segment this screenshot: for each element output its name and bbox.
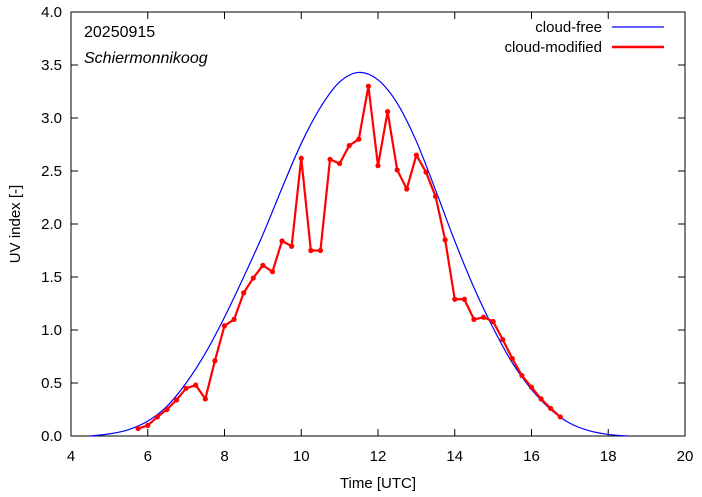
- data-point-cloud-modified: [423, 169, 429, 175]
- x-axis-title: Time [UTC]: [340, 475, 416, 492]
- y-tick-label: 2.5: [41, 163, 62, 180]
- data-point-cloud-modified: [471, 316, 477, 322]
- x-tick-label: 18: [600, 448, 617, 465]
- data-point-cloud-modified: [260, 262, 266, 268]
- date-annotation: 20250915: [84, 24, 155, 41]
- series-layer: [90, 71, 628, 437]
- data-point-cloud-modified: [317, 247, 324, 254]
- data-point-cloud-modified: [135, 425, 141, 432]
- x-tick-label: 16: [523, 448, 540, 465]
- data-point-cloud-modified: [461, 296, 467, 302]
- series-line-cloud-free: [90, 71, 628, 437]
- data-point-cloud-modified: [490, 318, 496, 325]
- data-point-cloud-modified: [519, 372, 525, 379]
- data-point-cloud-modified: [538, 396, 544, 402]
- data-point-cloud-modified: [173, 397, 180, 403]
- y-tick-label: 3.5: [41, 57, 62, 74]
- data-point-cloud-modified: [337, 160, 343, 167]
- x-tick-label: 12: [370, 448, 387, 465]
- data-point-cloud-modified: [375, 163, 381, 169]
- data-point-cloud-modified: [193, 382, 199, 388]
- data-point-cloud-modified: [308, 247, 314, 254]
- plot-layer: [70, 11, 686, 437]
- x-tick-label: 8: [220, 448, 228, 465]
- data-point-cloud-modified: [509, 356, 515, 362]
- x-tick-label: 10: [293, 448, 310, 465]
- data-point-cloud-modified: [356, 136, 362, 142]
- data-point-cloud-modified: [183, 385, 189, 391]
- data-point-cloud-modified: [452, 296, 458, 302]
- x-tick-label: 6: [144, 448, 152, 465]
- data-point-cloud-modified: [432, 193, 439, 200]
- data-point-cloud-modified: [221, 323, 228, 329]
- data-point-cloud-modified: [231, 316, 237, 322]
- x-tick-label: 20: [677, 448, 694, 465]
- data-point-cloud-modified: [442, 237, 448, 243]
- data-point-cloud-modified: [202, 396, 208, 402]
- x-tick-label: 14: [446, 448, 463, 465]
- y-axis-title: UV index [-]: [7, 185, 24, 263]
- data-point-cloud-modified: [241, 290, 247, 296]
- y-tick-label: 2.0: [41, 216, 62, 233]
- data-point-cloud-modified: [164, 406, 170, 413]
- x-tick-label: 4: [67, 448, 75, 465]
- data-point-cloud-modified: [327, 156, 333, 162]
- data-point-cloud-modified: [298, 155, 304, 161]
- location-annotation: Schiermonnikoog: [84, 50, 208, 67]
- data-point-cloud-modified: [528, 384, 535, 390]
- data-point-cloud-modified: [250, 275, 256, 281]
- data-point-cloud-modified: [548, 405, 554, 412]
- data-point-cloud-modified: [404, 186, 410, 192]
- y-tick-label: 0.5: [41, 375, 62, 392]
- legend-label-cloud-modified: cloud-modified: [504, 39, 602, 56]
- y-tick-label: 0.0: [41, 428, 62, 445]
- legend-label-cloud-free: cloud-free: [535, 19, 602, 36]
- data-point-cloud-modified: [289, 243, 295, 249]
- data-point-cloud-modified: [269, 269, 276, 275]
- plot-frame: [70, 11, 686, 437]
- data-point-cloud-modified: [394, 167, 400, 173]
- data-point-cloud-modified: [346, 142, 352, 149]
- y-tick-label: 4.0: [41, 4, 62, 21]
- y-tick-label: 1.5: [41, 269, 62, 286]
- axis-ticks: 4 6 8 10 12 14 16 18 20 0.0 0.5 1.0 1.5 2.0 2.5 3.0 3.5 4…: [41, 4, 693, 465]
- data-point-cloud-modified: [365, 83, 372, 89]
- data-point-cloud-modified: [212, 358, 218, 364]
- data-point-cloud-modified: [384, 109, 391, 115]
- data-point-cloud-modified: [279, 238, 285, 244]
- data-point-cloud-modified: [500, 336, 506, 343]
- data-point-cloud-modified: [145, 422, 151, 428]
- y-tick-label: 3.0: [41, 110, 62, 127]
- y-tick-label: 1.0: [41, 322, 62, 339]
- legend: cloud-free cloud-modified: [504, 19, 664, 56]
- data-point-cloud-modified: [413, 152, 419, 158]
- data-point-cloud-modified: [154, 414, 160, 420]
- data-point-cloud-modified: [480, 314, 487, 320]
- data-point-cloud-modified: [557, 414, 563, 420]
- series-line-cloud-modified: [137, 85, 562, 430]
